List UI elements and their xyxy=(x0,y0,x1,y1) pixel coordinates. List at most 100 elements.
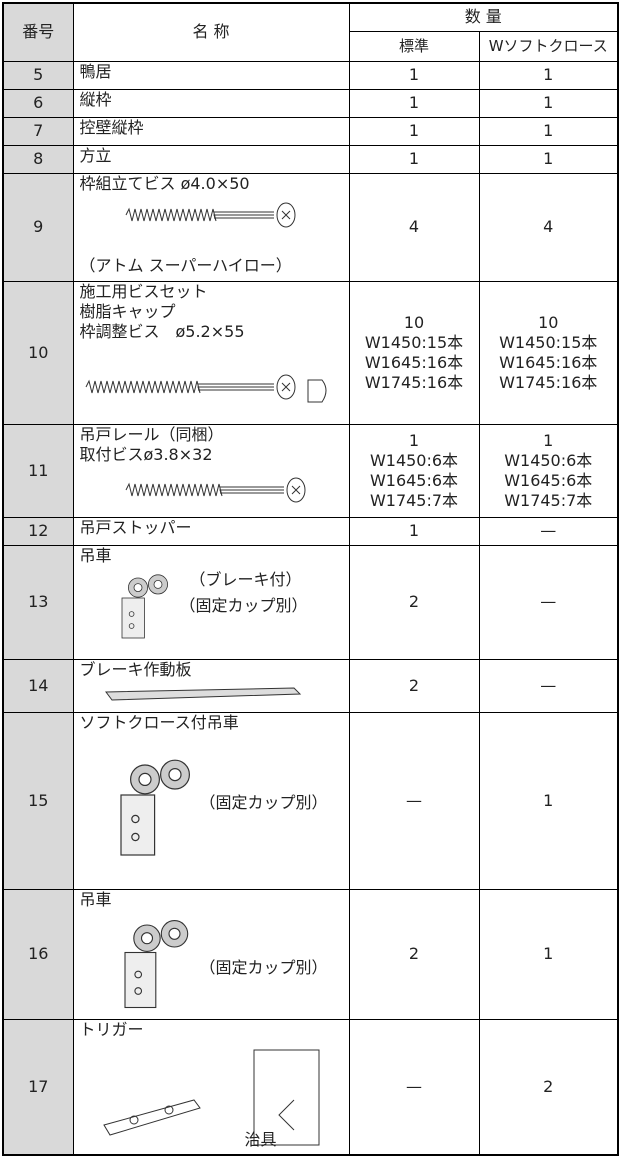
screw-illustration xyxy=(85,374,295,399)
qty-line: 10 xyxy=(538,312,559,332)
part-name: 鴨居 xyxy=(72,60,350,90)
parts-row: 7 控壁縦枠 1 1 xyxy=(2,116,619,146)
parts-row: 8 方立 1 1 xyxy=(2,144,619,174)
name-line: 控壁縦枠 xyxy=(79,117,144,137)
name-line: 取付ビスø3.8×32 xyxy=(79,444,213,464)
qty-line: 1 xyxy=(543,65,554,84)
parts-row: 17 トリガー 治具 — 2 xyxy=(2,1018,619,1156)
header-number: 番号 xyxy=(2,2,74,62)
qty-line: 4 xyxy=(543,217,554,236)
qty-line: 1 xyxy=(543,790,554,810)
part-number: 10 xyxy=(2,280,74,425)
qty-soft: 1 xyxy=(478,116,619,146)
parts-row: 15 ソフトクロース付吊車 （固定カップ別） — 1 xyxy=(2,711,619,890)
name-note: （アトム スーパーハイロー） xyxy=(79,255,292,275)
part-name: ソフトクロース付吊車 （固定カップ別） xyxy=(72,711,350,890)
qty-line: W1450:6本 xyxy=(369,450,459,470)
screw-illustration xyxy=(125,477,305,502)
qty-standard: 2 xyxy=(348,658,480,713)
qty-standard: 10 W1450:15本 W1645:16本 W1745:16本 xyxy=(348,280,480,425)
qty-line: — xyxy=(540,521,557,540)
parts-row: 14 ブレーキ作動板 2 — xyxy=(2,658,619,713)
name-note: （固定カップ別） xyxy=(179,595,308,615)
parts-row: 10 施工用ビスセット 樹脂キャップ 枠調整ビス ø5.2×55 10 W1450:15本… xyxy=(2,280,619,425)
qty-soft: 1 xyxy=(478,60,619,90)
name-line: 鴨居 xyxy=(79,61,112,81)
part-name: 吊車 （ブレーキ付） （固定カップ別） xyxy=(72,544,350,660)
part-number: 11 xyxy=(2,423,74,518)
part-number: 12 xyxy=(2,516,74,546)
qty-line: W1645:6本 xyxy=(504,470,593,490)
name-line: 吊車 xyxy=(79,889,112,909)
name-line: 縦枠 xyxy=(79,89,112,109)
part-name: トリガー治具 xyxy=(72,1018,350,1156)
qty-standard: 1 W1450:6本 W1645:6本 W1745:7本 xyxy=(348,423,480,518)
qty-soft: — xyxy=(478,544,619,660)
qty-line: 1 xyxy=(543,944,554,963)
part-number: 5 xyxy=(2,60,74,90)
qty-standard: — xyxy=(348,1018,480,1156)
name-line: ソフトクロース付吊車 xyxy=(79,712,239,732)
qty-line: 2 xyxy=(408,675,420,695)
plate-illustration xyxy=(104,686,301,701)
qty-line: W1745:7本 xyxy=(504,490,593,510)
qty-standard: 4 xyxy=(348,172,480,282)
name-note: （固定カップ別） xyxy=(199,957,328,977)
qty-line: — xyxy=(540,592,557,611)
part-name: 吊車 （固定カップ別） xyxy=(72,888,350,1020)
qty-standard: 1 xyxy=(348,144,480,174)
qty-standard: 1 xyxy=(348,60,480,90)
qty-line: W1450:15本 xyxy=(499,332,598,352)
qty-standard: 1 xyxy=(348,516,480,546)
qty-standard: 2 xyxy=(348,888,480,1020)
qty-line: 2 xyxy=(408,592,420,611)
qty-standard: 1 xyxy=(348,88,480,118)
name-line: トリガー xyxy=(79,1019,144,1039)
qty-standard: 2 xyxy=(348,544,480,660)
name-line: 施工用ビスセット xyxy=(79,281,208,301)
qty-line: W1745:16本 xyxy=(364,372,464,392)
qty-soft: 1 xyxy=(478,144,619,174)
qty-soft: 4 xyxy=(478,172,619,282)
part-name: 控壁縦枠 xyxy=(72,116,350,146)
name-line: 枠調整ビス ø5.2×55 xyxy=(79,321,245,341)
qty-line: — xyxy=(406,1076,422,1096)
screw-illustration xyxy=(125,202,295,227)
roller-illustration xyxy=(123,919,188,1008)
qty-standard: 1 xyxy=(348,116,480,146)
qty-line: 10 xyxy=(403,312,425,332)
qty-line: W1645:6本 xyxy=(369,470,459,490)
header-soft: Wソフトクロース xyxy=(478,30,619,62)
qty-line: 1 xyxy=(408,149,420,168)
cap-illustration xyxy=(307,379,326,402)
name-line: 吊車 xyxy=(79,545,112,565)
part-number: 17 xyxy=(2,1018,74,1156)
parts-row: 16 吊車 （固定カップ別） 2 1 xyxy=(2,888,619,1020)
name-line: 吊戸ストッパー xyxy=(79,517,192,537)
qty-line: W1645:16本 xyxy=(499,352,598,372)
header-standard: 標準 xyxy=(348,30,480,62)
part-number: 15 xyxy=(2,711,74,890)
roller-illustration xyxy=(121,573,168,638)
header-quantity: 数 量 xyxy=(348,2,619,32)
qty-soft: 1 xyxy=(478,711,619,890)
parts-row: 5 鴨居 1 1 xyxy=(2,60,619,90)
qty-soft: 10 W1450:15本 W1645:16本 W1745:16本 xyxy=(478,280,619,425)
qty-line: 1 xyxy=(408,121,420,140)
trigger-illustration xyxy=(102,1049,319,1145)
part-name: ブレーキ作動板 xyxy=(72,658,350,713)
qty-soft: 1 W1450:6本 W1645:6本 W1745:7本 xyxy=(478,423,619,518)
name-note: 治具 xyxy=(244,1129,277,1149)
qty-standard: — xyxy=(348,711,480,890)
qty-line: 1 xyxy=(543,93,554,112)
qty-line: W1450:6本 xyxy=(504,450,593,470)
roller-illustration xyxy=(119,759,190,856)
parts-row: 13 吊車 （ブレーキ付） （固定カップ別） 2 — xyxy=(2,544,619,660)
part-name: 吊戸レール（同梱） 取付ビスø3.8×32 xyxy=(72,423,350,518)
qty-line: 1 xyxy=(408,65,420,84)
qty-line: 1 xyxy=(543,121,554,140)
qty-line: W1745:7本 xyxy=(369,490,459,510)
part-number: 8 xyxy=(2,144,74,174)
